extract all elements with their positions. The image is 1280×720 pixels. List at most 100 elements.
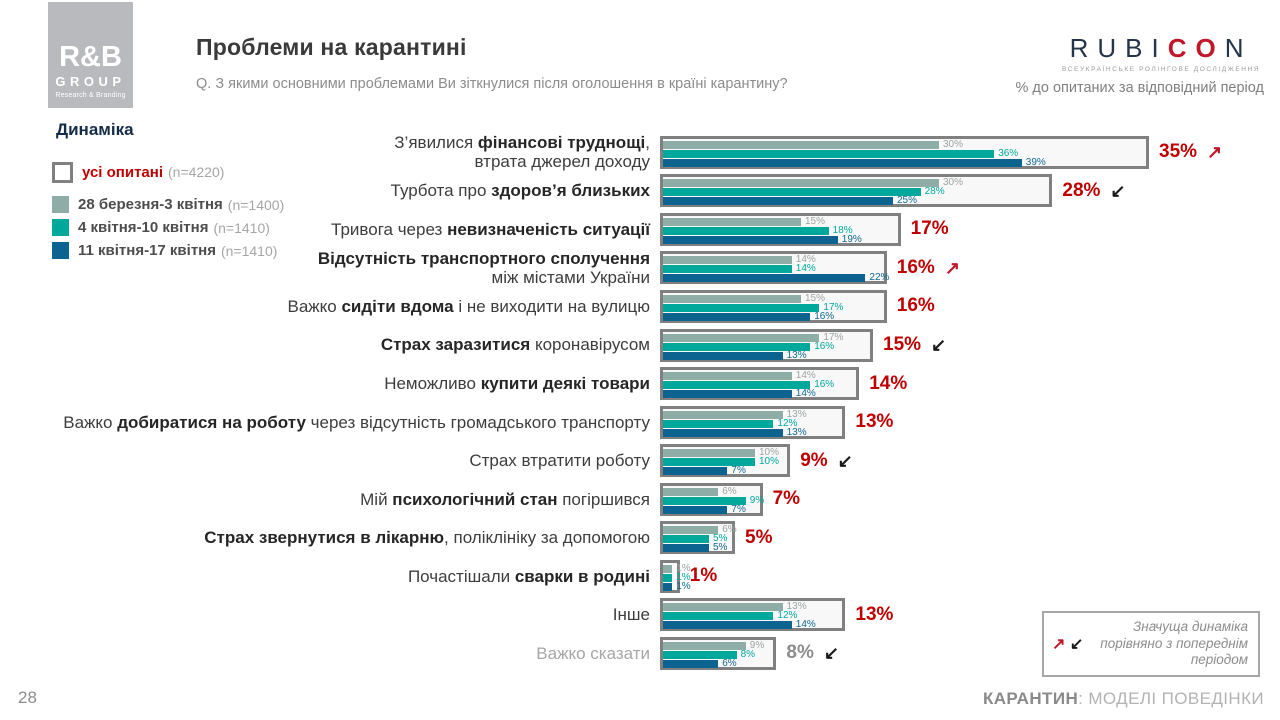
bar-value-label: 16% (814, 340, 835, 352)
chart-row: Тривога через невизначеність ситуації 15%… (0, 210, 1280, 249)
legend-label: 4 квітня-10 квітня (78, 219, 209, 236)
trend-down-arrow-icon: ↙ (1069, 636, 1084, 653)
bar-period-3: 7% (663, 503, 746, 515)
bar-period-3: 25% (663, 195, 939, 206)
page-title: Проблеми на карантині (196, 34, 467, 60)
category-label: Мій психологічний стан погіршився (360, 489, 650, 509)
all-respondents-box: 1% 1% 1% (660, 559, 691, 593)
category-label: Інше (612, 605, 650, 625)
legend-label: усі опитані (82, 163, 164, 181)
bar-value-label: 13% (786, 601, 807, 613)
category-label: Страх заразитися коронавірусом (380, 335, 650, 355)
bar-period-2: 1% (663, 572, 691, 583)
total-value: 17% (910, 218, 949, 240)
bar-value-label: 15% (805, 292, 826, 304)
bar-value-label: 28% (924, 186, 945, 198)
bar-period-3: 6% (663, 657, 746, 669)
chart-row: Страх звернутися в лікарню, поліклініку … (0, 518, 1280, 557)
percent-base-note: % до опитаних за відповідний період (1015, 80, 1265, 96)
page-number: 28 (18, 688, 37, 707)
total-value: 16% (896, 295, 935, 317)
bar-value-label: 10% (759, 447, 780, 459)
bar-period-2: 28% (663, 186, 945, 197)
bar-value-label: 7% (731, 465, 746, 477)
all-respondents-box: 30% 36% 39% (660, 135, 1149, 169)
trend-arrows-legend: ↗ ↙ (1052, 634, 1083, 654)
all-respondents-box: 15% 17% 16% (660, 289, 887, 323)
bar-value-label: 19% (841, 233, 862, 245)
rnb-group-logo: R&B GROUP Research & Branding (48, 2, 133, 108)
legend-item-period-3: 11 квітня-17 квітня (n=1410) (52, 240, 284, 261)
total-value: 7% (772, 488, 801, 510)
category-label: Турбота про здоров’я близьких (390, 181, 650, 201)
bar-value-label: 13% (786, 408, 807, 420)
total-value: 13% (855, 603, 894, 625)
all-respondents-box: 17% 16% 13% (660, 328, 873, 362)
bar-value-label: 7% (731, 503, 746, 515)
bar-value-label: 5% (713, 533, 728, 545)
bar-value-label: 9% (749, 494, 765, 506)
bar-value-label: 6% (722, 657, 737, 669)
rnb-logo-text: R&B (59, 41, 122, 73)
rubicon-logo-tagline: ВСЕУКРАЇНСЬКЕ РОЛІНГОВЕ ДОСЛІДЖЕННЯ (1062, 66, 1261, 73)
category-label: Почастішали сварки в родині (407, 566, 650, 586)
bar-period-2: 18% (663, 225, 853, 236)
bar-period-3: 5% (663, 542, 727, 553)
trend-up-arrow-icon: ↗ (1207, 142, 1223, 163)
chart-row: Важко добиратися на роботу через відсутн… (0, 403, 1280, 442)
legend: усі опитані (n=4220) 28 березня-3 квітня… (52, 160, 284, 263)
bar-value-label: 13% (786, 426, 807, 438)
bar-period-1: 30% (663, 177, 963, 188)
bar-period-2: 17% (663, 302, 843, 313)
bar-value-label: 14% (795, 254, 816, 266)
bar-value-label: 14% (795, 263, 816, 275)
trend-down-arrow-icon: ↙ (837, 450, 853, 471)
bar-period-2: 36% (663, 148, 1022, 159)
trend-down-arrow-icon: ↙ (931, 335, 947, 355)
bar-period-1: 6% (663, 524, 737, 535)
rubicon-logo: RUBICON ВСЕУКРАЇНСЬКЕ РОЛІНГОВЕ ДОСЛІДЖЕ… (1062, 33, 1260, 73)
category-label: Відсутність транспортного сполучення між … (317, 248, 650, 287)
category-label: Важко сказати (536, 643, 650, 663)
chart-row: Важко сказати 9% 8% 6% 8% ↙ (0, 634, 1280, 673)
chart-row: Інше 13% 12% 14% 13% (0, 596, 1280, 635)
legend-sample-size: (n=1410) (213, 219, 270, 236)
rnb-logo-group-text: GROUP (55, 74, 126, 89)
bar-period-1: 10% (663, 447, 779, 458)
legend-sample-size: (n=4220) (168, 164, 225, 180)
chart-row: Страх заразитися коронавірусом 17% 16% 13% 1… (0, 326, 1280, 365)
chart-row: Важко сидіти вдома і не виходити на вули… (0, 287, 1280, 326)
bar-value-label: 1% (676, 580, 691, 592)
all-respondents-box: 6% 9% 7% (660, 482, 765, 516)
bar-period-3: 1% (663, 581, 691, 592)
bar-period-1: 1% (663, 563, 691, 574)
bar-period-1: 17% (663, 332, 843, 343)
bar-value-label: 1% (676, 562, 691, 574)
bar-period-1: 14% (663, 254, 865, 266)
significant-dynamics-note: ↗ ↙ Значуща динаміка порівняно з попередн… (1042, 611, 1260, 677)
legend-label: 11 квітня-17 квітня (78, 242, 216, 259)
total-value: 35% (1159, 141, 1198, 163)
legend-item-all-respondents: усі опитані (n=4220) (52, 160, 284, 184)
bar-period-1: 13% (663, 601, 807, 612)
legend-swatch-period-2 (52, 219, 69, 236)
trend-up-arrow-icon: ↗ (1052, 636, 1066, 653)
category-label: Тривога через невизначеність ситуації (331, 219, 650, 239)
bar-period-3: 22% (663, 272, 889, 283)
bar-value-label: 30% (943, 177, 964, 189)
bar-value-label: 14% (795, 619, 816, 631)
bar-period-2: 16% (663, 379, 834, 390)
survey-question: Q. З якими основними проблемами Ви зіткн… (196, 76, 788, 92)
total-value: 1% (689, 565, 718, 587)
bar-value-label: 17% (823, 301, 844, 313)
total-value: 15% (883, 334, 922, 355)
bar-period-2: 8% (663, 649, 755, 660)
footer-section-title: КАРАНТИН: МОДЕЛІ ПОВЕДІНКИ (982, 689, 1264, 708)
chart-row: З’явилися фінансові труднощі, втрата джер… (0, 133, 1280, 172)
total-value: 13% (855, 411, 894, 433)
category-label: З’явилися фінансові труднощі, втрата джер… (394, 133, 650, 172)
bar-value-label: 22% (869, 272, 890, 284)
all-respondents-box: 9% 8% 6% (660, 636, 777, 670)
bar-period-1: 9% (663, 640, 764, 651)
all-respondents-box: 15% 18% 19% (660, 212, 901, 246)
